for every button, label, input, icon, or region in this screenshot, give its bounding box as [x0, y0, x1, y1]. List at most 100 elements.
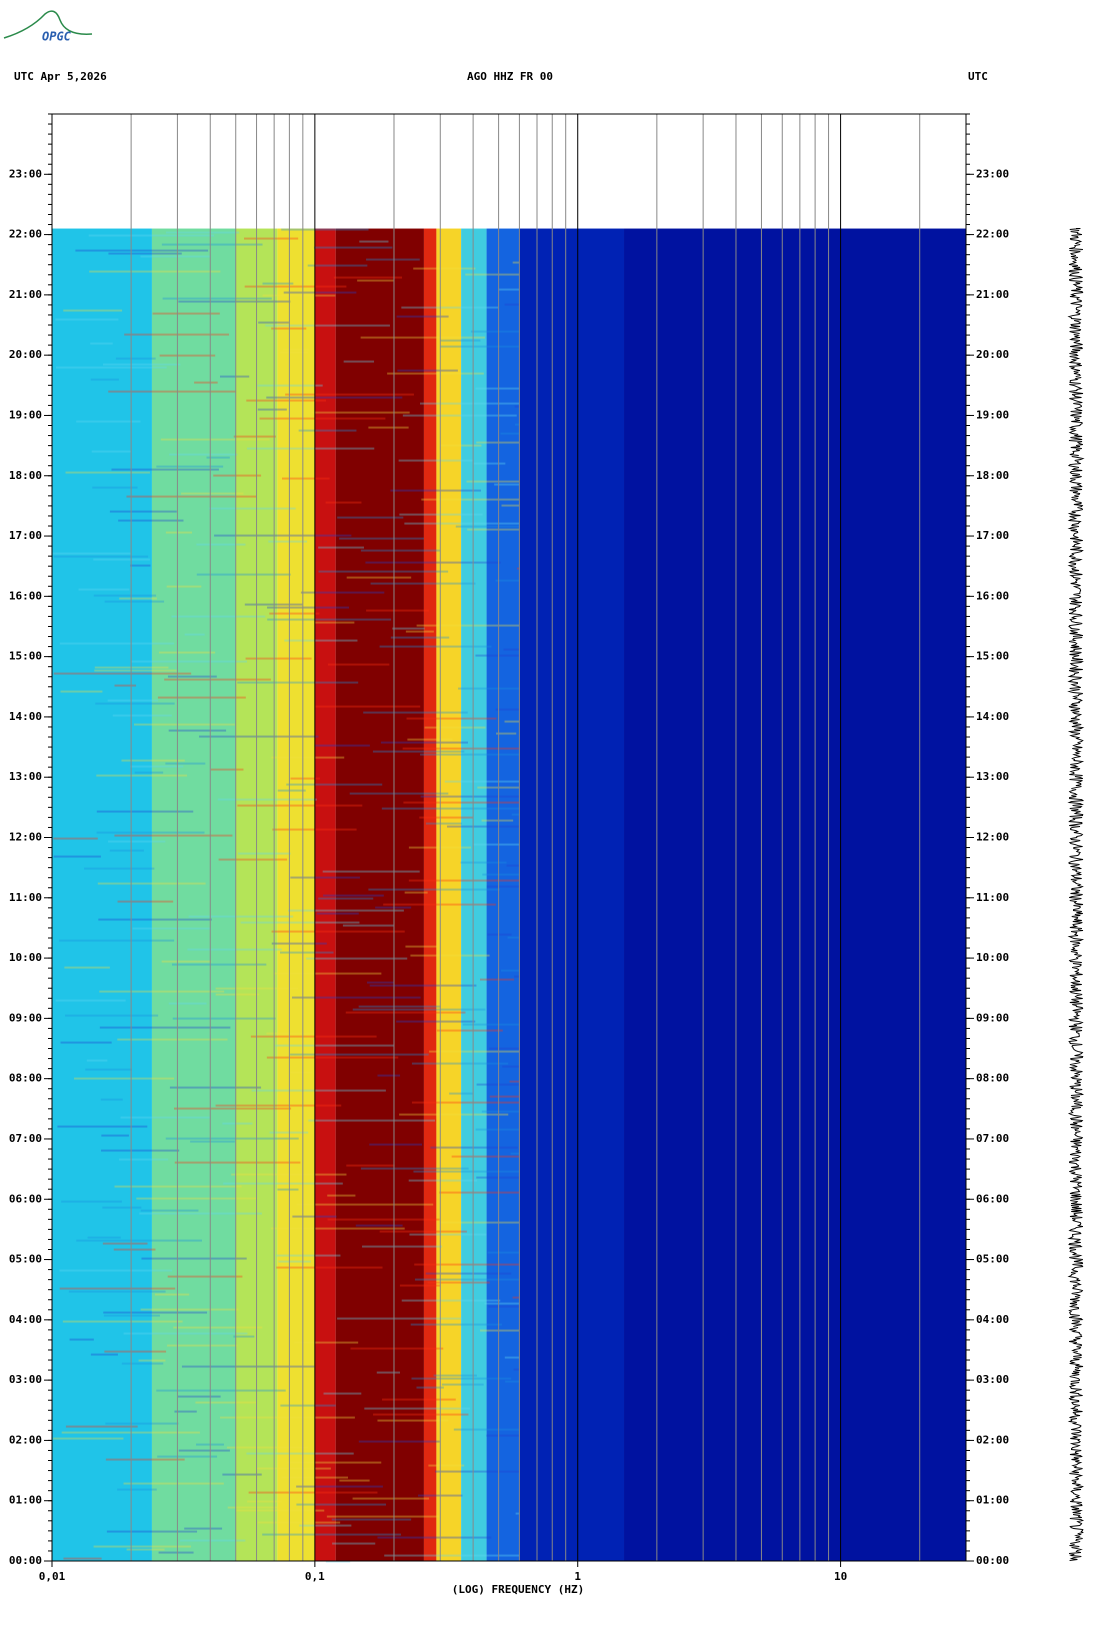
texture — [247, 1500, 282, 1503]
texture — [504, 303, 520, 306]
texture — [96, 774, 188, 777]
texture — [181, 1365, 315, 1368]
texture — [441, 1383, 484, 1386]
texture — [447, 825, 520, 828]
texture — [59, 939, 175, 942]
texture — [271, 930, 405, 933]
texture — [113, 1248, 156, 1251]
texture — [462, 1023, 520, 1026]
texture — [352, 1008, 486, 1011]
texture — [503, 648, 520, 651]
texture — [467, 528, 520, 531]
texture — [331, 1518, 412, 1521]
texture — [465, 273, 520, 276]
texture — [322, 870, 420, 873]
texture — [290, 1053, 429, 1056]
texture — [118, 1158, 169, 1161]
texture — [88, 234, 215, 237]
texture — [107, 699, 159, 702]
texture — [342, 924, 394, 927]
texture — [495, 708, 520, 711]
y-tick-label: 04:00 — [9, 1313, 42, 1326]
y-tick-label: 18:00 — [976, 469, 1009, 482]
texture — [387, 372, 484, 375]
texture — [271, 942, 327, 945]
texture — [475, 1128, 520, 1131]
texture — [433, 1374, 477, 1377]
texture — [515, 1512, 520, 1515]
texture — [99, 990, 225, 993]
texture — [504, 1356, 520, 1359]
texture — [282, 348, 310, 351]
texture — [404, 891, 428, 894]
spectrogram-band — [423, 228, 437, 1561]
texture — [411, 1062, 509, 1065]
texture — [98, 918, 212, 921]
texture — [154, 1293, 190, 1296]
texture — [332, 1542, 376, 1545]
texture — [94, 669, 177, 672]
texture — [132, 927, 212, 930]
texture — [414, 1278, 520, 1281]
y-tick-label: 18:00 — [9, 469, 42, 482]
texture — [84, 867, 155, 870]
logo-curve — [3, 10, 93, 39]
texture — [55, 366, 167, 369]
texture — [368, 426, 409, 429]
texture — [271, 327, 307, 330]
texture — [90, 1353, 118, 1356]
texture — [402, 414, 517, 417]
y-tick-label: 02:00 — [9, 1433, 42, 1446]
texture — [218, 858, 288, 861]
texture — [130, 765, 184, 768]
texture — [161, 960, 212, 963]
texture — [65, 471, 150, 474]
texture — [364, 1407, 470, 1410]
texture — [327, 1218, 440, 1221]
texture — [68, 1290, 166, 1293]
texture — [267, 606, 350, 609]
texture — [109, 849, 144, 852]
texture — [93, 1545, 191, 1548]
texture — [425, 822, 462, 825]
texture — [108, 840, 166, 843]
texture — [280, 951, 334, 954]
texture — [92, 486, 138, 489]
texture — [281, 228, 369, 231]
texture — [421, 498, 520, 501]
y-tick-label: 14:00 — [976, 710, 1009, 723]
texture — [65, 1425, 138, 1428]
texture — [377, 1536, 492, 1539]
texture — [118, 519, 184, 522]
texture — [101, 1149, 180, 1152]
y-tick-label: 16:00 — [976, 589, 1009, 602]
texture — [222, 1122, 253, 1125]
texture — [360, 1167, 469, 1170]
y-tick-label: 21:00 — [9, 288, 42, 301]
texture — [481, 819, 514, 822]
y-tick-label: 15:00 — [9, 650, 42, 663]
texture — [213, 474, 262, 477]
texture — [271, 756, 345, 759]
texture — [96, 831, 205, 834]
texture — [156, 1389, 286, 1392]
plot-frame — [51, 113, 967, 1562]
texture — [453, 1428, 520, 1431]
texture — [164, 678, 271, 681]
texture — [315, 705, 421, 708]
texture — [108, 252, 182, 255]
texture — [381, 807, 520, 810]
texture — [100, 1098, 123, 1101]
texture — [244, 285, 347, 288]
texture — [245, 657, 312, 660]
texture — [377, 1074, 401, 1077]
texture — [284, 639, 358, 642]
texture — [173, 1326, 263, 1329]
texture — [120, 1116, 211, 1119]
texture — [516, 567, 520, 570]
texture — [512, 1296, 520, 1299]
texture — [316, 912, 359, 915]
texture — [52, 552, 131, 555]
texture — [63, 309, 123, 312]
texture — [227, 1506, 279, 1509]
